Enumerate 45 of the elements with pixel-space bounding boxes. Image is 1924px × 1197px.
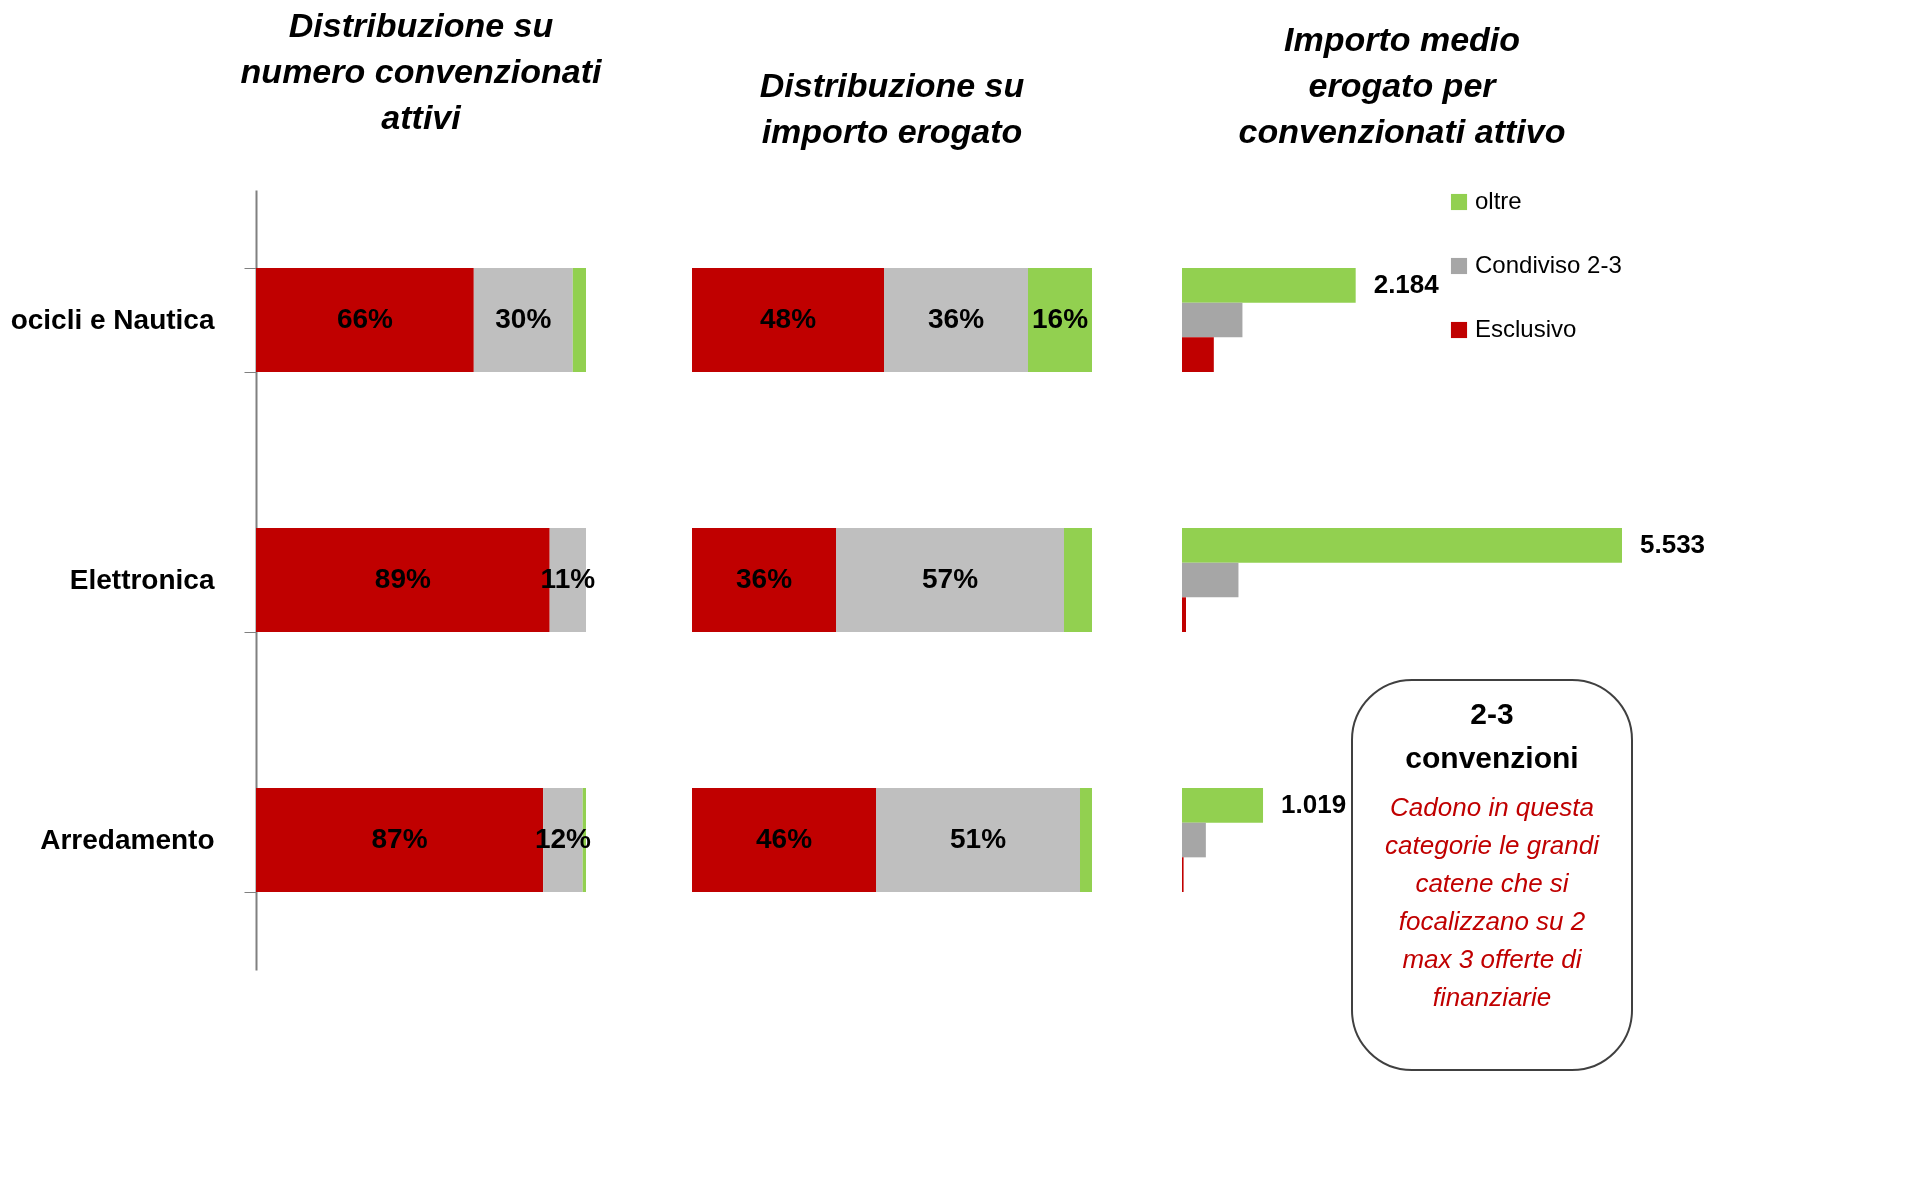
bar	[884, 268, 1028, 372]
annotation: 2-3 convenzioni	[1405, 697, 1579, 774]
annotation: Cadono in questa categorie le grandi catene che si focalizzano su 2 max 3 offerte di finanziarie	[1385, 792, 1601, 1012]
data-label: 16%	[1031, 303, 1089, 334]
y-tick-label: ocicli e Nautica	[10, 303, 215, 335]
bar	[1182, 302, 1243, 338]
data-label: 2.184	[1373, 269, 1440, 300]
bar	[1182, 562, 1239, 598]
data-label: 66%	[336, 303, 394, 334]
data-label: 51%	[949, 823, 1007, 854]
data-label: 46%	[755, 823, 813, 854]
bar	[572, 268, 586, 372]
bar	[1080, 788, 1092, 892]
bar	[692, 788, 876, 892]
bar	[1182, 528, 1622, 563]
data-label: 87%	[371, 823, 428, 854]
data-label: 57%	[921, 563, 979, 594]
data-label: 30%	[495, 303, 552, 334]
data-label: 48%	[759, 303, 817, 334]
data-label: 1.019	[1281, 789, 1347, 820]
bar	[1028, 268, 1092, 372]
data-label: 36%	[735, 563, 793, 594]
y-tick-label: Arredamento	[40, 823, 215, 855]
bar	[473, 268, 573, 372]
data-label: 36%	[927, 303, 985, 334]
bar	[836, 528, 1064, 632]
data-label: 89%	[374, 563, 431, 594]
legend-label: Esclusivo	[1475, 315, 1577, 342]
bar	[692, 528, 836, 632]
bar	[1064, 528, 1092, 632]
bar	[1182, 268, 1356, 303]
bar	[256, 268, 474, 372]
bar	[1182, 822, 1206, 858]
chart-title: Distribuzione su numero convenzionati attivi	[240, 6, 603, 136]
y-tick-label: Elettronica	[69, 563, 215, 595]
bar	[1182, 597, 1186, 632]
chart-title: Importo medio erogato per convenzionati attivo	[1238, 20, 1566, 150]
bar	[1182, 788, 1264, 823]
bar	[1182, 337, 1214, 372]
bar	[692, 268, 884, 372]
bar	[876, 788, 1080, 892]
chart-title: Distribuzione su importo erogato	[759, 66, 1025, 150]
data-label: 5.533	[1640, 529, 1706, 560]
legend-label: oltre	[1475, 187, 1522, 214]
legend-label: Condiviso 2-3	[1475, 251, 1622, 278]
